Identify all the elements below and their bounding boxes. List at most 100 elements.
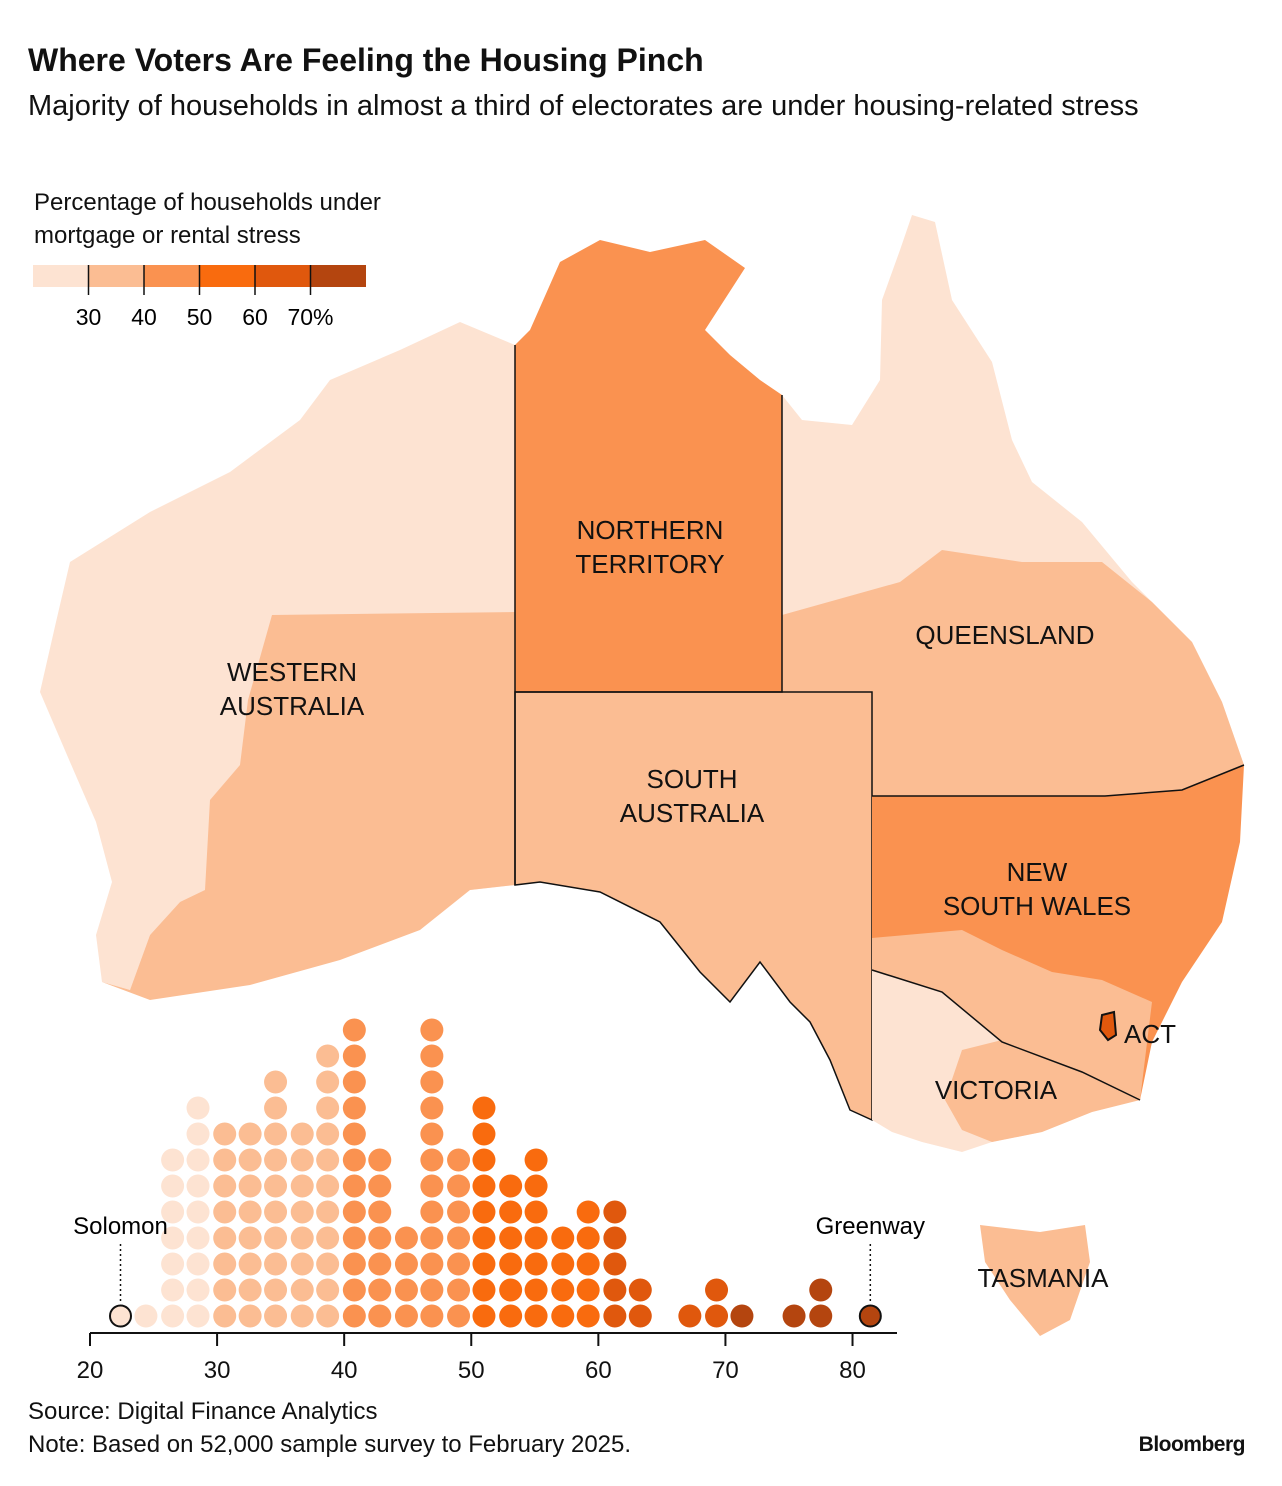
region-inner (945, 1040, 1140, 1142)
dot (290, 1174, 314, 1198)
dot (342, 1226, 366, 1250)
dot (316, 1096, 340, 1120)
legend-swatch (310, 265, 366, 287)
dot (705, 1304, 729, 1328)
dot (342, 1252, 366, 1276)
annotation-label: Solomon (73, 1213, 168, 1240)
dot (394, 1226, 418, 1250)
legend-tick-label: 40 (131, 304, 157, 330)
legend-swatch (199, 265, 255, 287)
dot (342, 1018, 366, 1042)
dot (186, 1174, 210, 1198)
map-label: VICTORIA (935, 1075, 1058, 1105)
dot (420, 1278, 444, 1302)
dot (499, 1174, 523, 1198)
dot (316, 1304, 340, 1328)
dot (420, 1304, 444, 1328)
state-border (514, 345, 1245, 1101)
title: Where Voters Are Feeling the Housing Pin… (28, 42, 704, 78)
map-label: SOUTH WALES (943, 891, 1131, 921)
dot (316, 1070, 340, 1094)
x-tick-label: 70 (712, 1357, 739, 1384)
dot (447, 1148, 471, 1172)
dot (603, 1226, 627, 1250)
dot (368, 1200, 392, 1224)
dot (316, 1226, 340, 1250)
dot (264, 1226, 288, 1250)
dot (264, 1148, 288, 1172)
dot (316, 1278, 340, 1302)
dot (161, 1278, 185, 1302)
dot (161, 1304, 185, 1328)
dot (730, 1304, 754, 1328)
dot (447, 1174, 471, 1198)
dot (472, 1096, 496, 1120)
dot (524, 1226, 548, 1250)
dot (238, 1174, 262, 1198)
dot (368, 1148, 392, 1172)
dot (524, 1278, 548, 1302)
dot (551, 1226, 575, 1250)
dot (368, 1278, 392, 1302)
source: Source: Digital Finance Analytics (28, 1398, 378, 1425)
legend-tick-label: 70% (287, 304, 333, 330)
dot (264, 1252, 288, 1276)
subtitle: Majority of households in almost a third… (28, 90, 1139, 122)
dot (161, 1226, 185, 1250)
dot (238, 1252, 262, 1276)
dot (186, 1096, 210, 1120)
dot (161, 1252, 185, 1276)
dot (186, 1252, 210, 1276)
dot (499, 1252, 523, 1276)
dot (213, 1226, 237, 1250)
legend-swatch (88, 265, 144, 287)
dot (420, 1252, 444, 1276)
dot (342, 1070, 366, 1094)
map-label: ACT (1124, 1019, 1176, 1049)
dot (186, 1304, 210, 1328)
dot (290, 1252, 314, 1276)
dot (238, 1148, 262, 1172)
x-tick-label: 50 (458, 1357, 485, 1384)
dot (628, 1278, 652, 1302)
dot (472, 1148, 496, 1172)
dot (420, 1174, 444, 1198)
dot (576, 1304, 600, 1328)
map-label: AUSTRALIA (620, 798, 765, 828)
dot (290, 1200, 314, 1224)
dot (472, 1278, 496, 1302)
dot (603, 1252, 627, 1276)
dot (551, 1278, 575, 1302)
dot (342, 1278, 366, 1302)
dot (213, 1174, 237, 1198)
dot (576, 1200, 600, 1224)
region-shape (872, 765, 1244, 1100)
dot (238, 1304, 262, 1328)
dot (316, 1148, 340, 1172)
dot (161, 1148, 185, 1172)
dot (342, 1044, 366, 1068)
dot (342, 1200, 366, 1224)
dot (524, 1304, 548, 1328)
dot (576, 1252, 600, 1276)
dot (628, 1304, 652, 1328)
dot (316, 1252, 340, 1276)
dot (316, 1122, 340, 1146)
dot (420, 1070, 444, 1094)
x-tick-label: 30 (204, 1357, 231, 1384)
dot (368, 1252, 392, 1276)
dot (447, 1252, 471, 1276)
dot (603, 1304, 627, 1328)
dot (186, 1278, 210, 1302)
x-tick-label: 60 (585, 1357, 612, 1384)
region-inner (872, 930, 1152, 1100)
dot (394, 1304, 418, 1328)
legend-swatch (144, 265, 200, 287)
dot (472, 1304, 496, 1328)
dot (264, 1096, 288, 1120)
dot (603, 1200, 627, 1224)
dot (782, 1304, 806, 1328)
dot (499, 1226, 523, 1250)
dot (420, 1226, 444, 1250)
